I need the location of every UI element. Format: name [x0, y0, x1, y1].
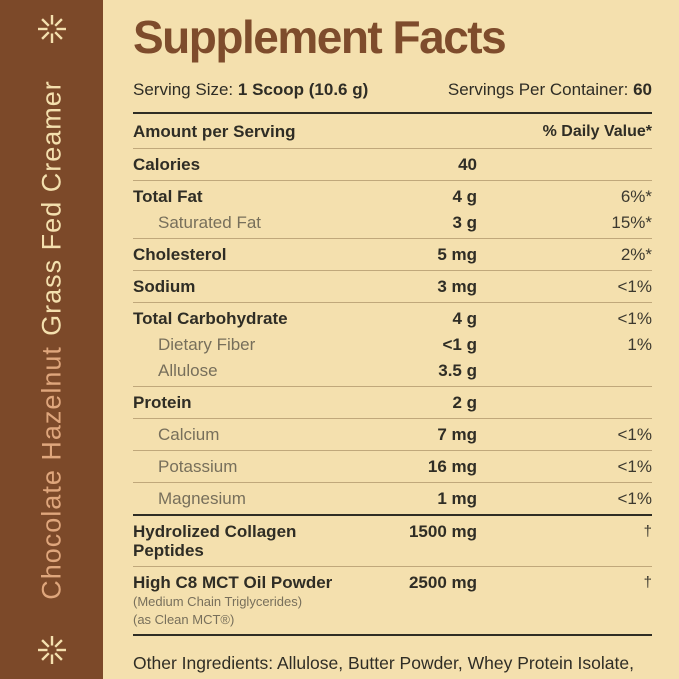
divider	[133, 386, 652, 387]
divider	[133, 270, 652, 271]
table-row: High C8 MCT Oil Powder (Medium Chain Tri…	[133, 567, 652, 634]
nutrient-amount: 40	[458, 155, 477, 174]
table-row: Total Fat 4 g 6%*	[133, 181, 652, 212]
divider	[133, 112, 652, 114]
nutrient-amount: 1 mg	[437, 489, 477, 508]
table-row: Sodium 3 mg <1%	[133, 271, 652, 302]
nutrient-daily-value: 1%	[627, 335, 652, 354]
nutrient-name: Dietary Fiber	[158, 335, 256, 354]
nutrient-note: (Medium Chain Triglycerides)	[133, 594, 303, 609]
divider	[133, 450, 652, 451]
nutrient-name: Total Carbohydrate	[133, 309, 288, 328]
facts-panel: Supplement Facts Serving Size: 1 Scoop (…	[103, 0, 679, 679]
table-row: Cholesterol 5 mg 2%*	[133, 239, 652, 270]
nutrient-daily-value: <1%	[617, 277, 653, 296]
nutrient-amount: 4 g	[452, 309, 477, 328]
product-name: Grass Fed Creamer	[36, 79, 66, 336]
divider	[133, 302, 652, 303]
nutrient-name: Calories	[133, 155, 201, 174]
page-title: Supplement Facts	[133, 11, 507, 63]
nutrient-name: Allulose	[158, 361, 218, 380]
nutrient-name: Saturated Fat	[158, 213, 262, 232]
serving-size-value: 1 Scoop (10.6 g)	[237, 80, 369, 99]
nutrient-amount: 3 g	[452, 213, 477, 232]
servings-label: Servings Per Container:	[447, 80, 629, 99]
nutrient-daily-value: <1%	[617, 425, 653, 444]
divider	[133, 566, 652, 567]
nutrient-amount: 1500 mg	[408, 522, 477, 541]
nutrient-name: Potassium	[158, 457, 238, 476]
nutrient-amount: 3.5 g	[438, 361, 477, 380]
nutrient-name: Calcium	[158, 425, 220, 444]
flavor-name: Chocolate Hazelnut	[36, 345, 66, 600]
table-row: Calories 40	[133, 149, 652, 180]
nutrient-note: (as Clean MCT®)	[133, 612, 235, 627]
sidebar: Chocolate Hazelnut Grass Fed Creamer	[0, 0, 103, 679]
table-row: Allulose 3.5 g	[133, 360, 652, 386]
nutrient-daily-value: <1%	[617, 489, 653, 508]
asterisk-icon	[35, 633, 69, 667]
table-row: Protein 2 g	[133, 387, 652, 418]
nutrient-amount: 5 mg	[437, 245, 477, 264]
divider	[133, 482, 652, 483]
divider	[133, 418, 652, 419]
nutrient-daily-value: 6%*	[620, 187, 652, 206]
nutrient-amount: 16 mg	[427, 457, 477, 476]
nutrient-amount: 2 g	[452, 393, 477, 412]
daily-value-column-header: % Daily Value*	[542, 123, 652, 140]
facts-table: Amount per Serving % Daily Value* Calori…	[133, 114, 652, 636]
nutrient-amount: 4 g	[452, 187, 477, 206]
nutrient-name: Protein	[133, 393, 192, 412]
nutrient-daily-value: <1%	[617, 309, 653, 328]
nutrient-name: Magnesium	[158, 489, 246, 508]
nutrient-name: High C8 MCT Oil Powder	[133, 573, 333, 592]
serving-size-label: Serving Size:	[133, 80, 234, 99]
product-name-vertical: Chocolate Hazelnut Grass Fed Creamer	[36, 80, 67, 599]
servings-per-container: Servings Per Container: 60	[448, 80, 652, 100]
nutrient-amount: 7 mg	[437, 425, 477, 444]
other-ingredients: Other Ingredients: Allulose, Butter Powd…	[133, 653, 634, 679]
serving-size: Serving Size: 1 Scoop (10.6 g)	[133, 80, 368, 100]
table-row: Calcium 7 mg <1%	[133, 419, 652, 450]
amount-column-header: Amount per Serving	[133, 122, 296, 141]
serving-info-row: Serving Size: 1 Scoop (10.6 g) Servings …	[133, 80, 652, 112]
table-row: Saturated Fat 3 g 15%*	[133, 212, 652, 238]
table-header-row: Amount per Serving % Daily Value*	[133, 114, 652, 148]
table-row: Dietary Fiber <1 g 1%	[133, 334, 652, 360]
divider	[133, 514, 652, 516]
table-row: Hydrolized Collagen Peptides 1500 mg †	[133, 516, 652, 566]
divider	[133, 634, 652, 636]
nutrient-name: Cholesterol	[133, 245, 227, 264]
nutrient-daily-value: 2%*	[620, 245, 652, 264]
nutrient-amount: 2500 mg	[408, 573, 477, 592]
asterisk-icon	[35, 12, 69, 46]
table-row: Potassium 16 mg <1%	[133, 451, 652, 482]
nutrient-name: Hydrolized Collagen Peptides	[133, 522, 297, 560]
divider	[133, 180, 652, 181]
nutrient-amount: <1 g	[442, 335, 478, 354]
servings-value: 60	[633, 80, 652, 99]
table-row: Magnesium 1 mg <1%	[133, 483, 652, 514]
nutrient-daily-value: †	[643, 523, 652, 540]
nutrient-daily-value: †	[643, 574, 652, 591]
table-row: Total Carbohydrate 4 g <1%	[133, 303, 652, 334]
nutrient-name: Sodium	[133, 277, 196, 296]
divider	[133, 148, 652, 149]
nutrient-amount: 3 mg	[437, 277, 477, 296]
nutrient-name: Total Fat	[133, 187, 203, 206]
nutrient-daily-value: <1%	[617, 457, 653, 476]
divider	[133, 238, 652, 239]
nutrient-daily-value: 15%*	[611, 213, 652, 232]
